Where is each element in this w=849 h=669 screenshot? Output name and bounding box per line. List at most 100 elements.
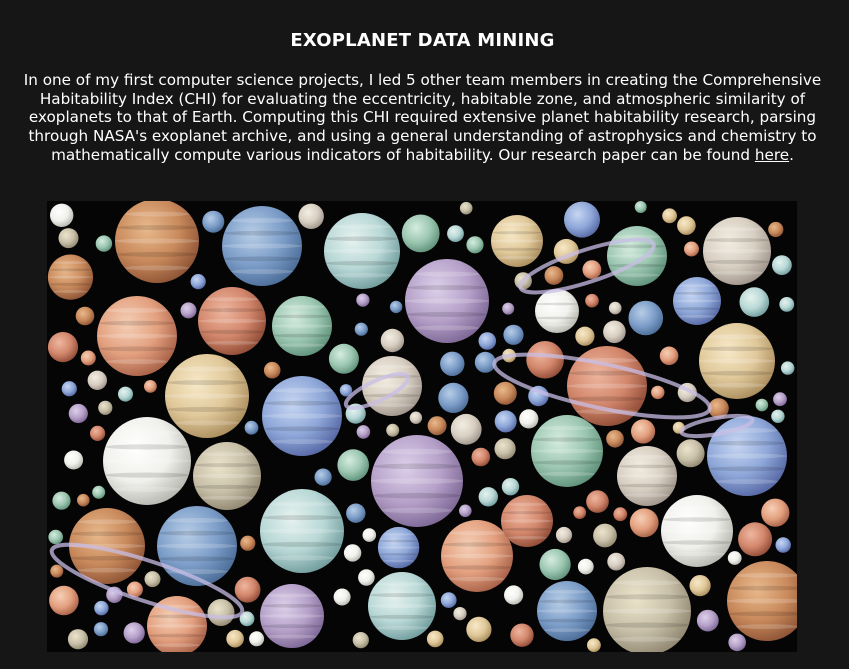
planet-band — [707, 334, 767, 339]
planet-band — [375, 625, 429, 630]
planet-band — [608, 244, 666, 249]
planet — [48, 529, 63, 545]
planet — [272, 296, 332, 356]
planet-band — [231, 269, 293, 274]
planet-band — [324, 248, 400, 254]
planet — [768, 221, 784, 238]
planet-band — [269, 501, 335, 507]
planet — [708, 398, 729, 419]
planet-band — [105, 444, 189, 450]
planet — [661, 495, 733, 567]
planet-band — [369, 593, 435, 598]
planet — [466, 236, 484, 254]
planet-ring — [492, 352, 712, 420]
planet — [47, 254, 94, 300]
planet — [49, 585, 79, 616]
planet — [90, 425, 106, 441]
description-end: . — [789, 145, 794, 164]
planet-band — [536, 316, 578, 320]
planet-band — [262, 413, 342, 419]
planet — [696, 609, 719, 632]
planet — [629, 508, 659, 538]
planet-band — [278, 305, 326, 309]
planet — [240, 535, 256, 551]
planet — [564, 201, 600, 238]
planet-band — [368, 604, 436, 608]
planet — [354, 322, 368, 336]
planet-band — [375, 582, 429, 587]
planet-band — [106, 359, 168, 364]
planet — [676, 439, 705, 468]
planet-band — [373, 492, 461, 499]
planet — [651, 385, 665, 400]
planet — [93, 622, 109, 637]
planet-band — [271, 439, 333, 444]
planet-band — [147, 624, 207, 628]
planet-band — [501, 519, 553, 523]
planet — [226, 629, 244, 648]
planet-band — [382, 559, 415, 563]
planet-band — [709, 466, 785, 472]
planet-band — [332, 224, 392, 229]
planet-band — [222, 243, 302, 249]
planet-band — [381, 507, 453, 514]
planet — [727, 551, 742, 565]
planet-band — [701, 370, 773, 376]
planet-band — [200, 495, 254, 500]
planet — [75, 306, 95, 326]
planet — [491, 215, 543, 267]
planet-band — [441, 553, 513, 559]
planet — [405, 259, 489, 343]
planet — [377, 526, 420, 569]
planet-band — [538, 599, 596, 604]
planet-band — [261, 624, 323, 629]
planet-band — [449, 530, 505, 536]
planet — [64, 450, 84, 470]
planet-band — [716, 479, 778, 484]
planet — [617, 446, 677, 506]
planet — [333, 588, 351, 606]
planet-band — [674, 291, 720, 295]
planet — [775, 537, 791, 553]
planet-ring — [343, 372, 411, 410]
planet-band — [278, 343, 326, 347]
planet-band — [113, 430, 181, 436]
planet — [260, 584, 324, 648]
planet-band — [113, 486, 181, 492]
planet-band — [148, 633, 206, 638]
planet — [356, 293, 370, 307]
planet-band — [605, 622, 689, 628]
planet — [98, 400, 113, 415]
planet-band — [117, 225, 197, 231]
paper-link[interactable]: here — [754, 145, 790, 164]
planet — [603, 567, 691, 652]
planet — [631, 419, 656, 444]
planet-band — [267, 634, 317, 639]
planet — [61, 381, 77, 397]
planet — [755, 398, 769, 412]
planet-band — [159, 556, 235, 562]
planet-band — [272, 324, 332, 328]
planet — [50, 564, 64, 578]
planet — [771, 409, 785, 423]
planet — [577, 558, 594, 575]
planet — [222, 206, 302, 286]
planet-band — [536, 302, 578, 306]
planet-band — [662, 540, 732, 545]
planet — [441, 520, 513, 592]
planet-band — [262, 541, 342, 547]
planet — [380, 328, 405, 353]
planet — [684, 241, 699, 257]
planet-band — [710, 227, 764, 232]
planet — [503, 324, 524, 345]
planet-band — [124, 211, 190, 217]
planet-band — [605, 594, 689, 600]
planet — [707, 416, 787, 496]
planet-band — [379, 553, 419, 556]
planet-band — [543, 590, 591, 594]
planet-band — [662, 517, 732, 522]
planet — [585, 293, 599, 308]
planet-band — [538, 618, 596, 623]
planet-band — [77, 568, 137, 573]
